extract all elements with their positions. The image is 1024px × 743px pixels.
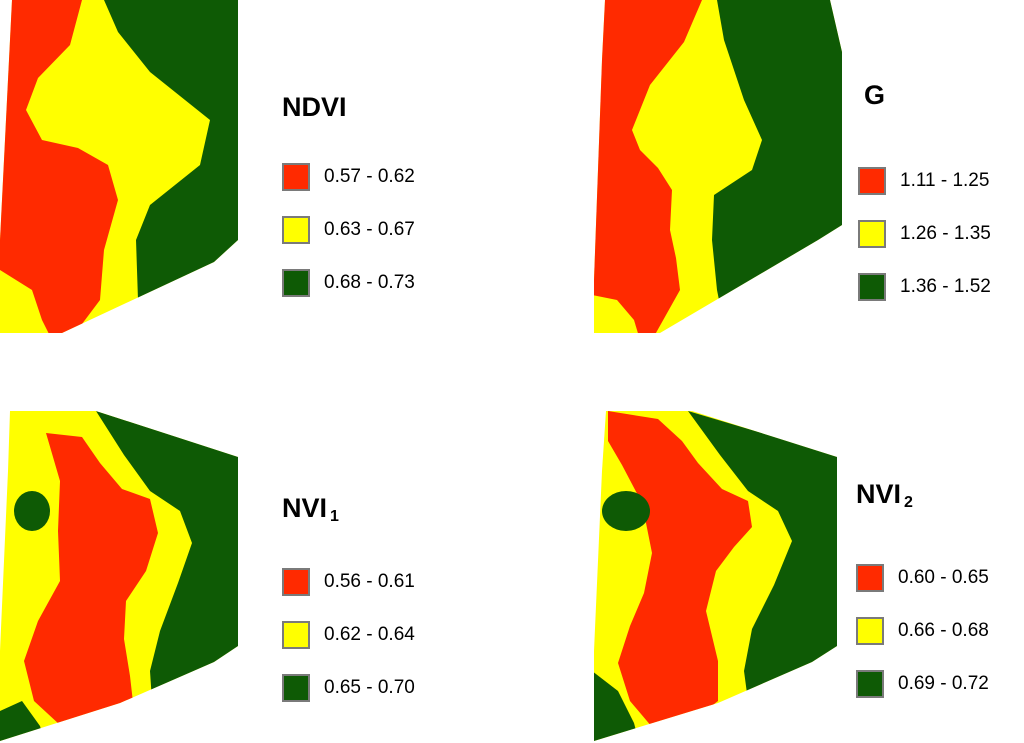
map-ndvi — [0, 0, 238, 333]
legend-item: 0.57 - 0.62 — [282, 162, 415, 192]
zone-high-island — [14, 491, 50, 531]
panel-g: G 1.11 - 1.25 1.26 - 1.35 1.36 - 1.52 — [512, 0, 1024, 371]
legend-range: 1.26 - 1.35 — [900, 223, 991, 244]
swatch-red — [282, 163, 310, 191]
zone-high-island — [602, 491, 650, 531]
legend-nvi2: 0.60 - 0.65 0.66 - 0.68 0.69 - 0.72 — [856, 563, 989, 722]
swatch-yellow — [856, 617, 884, 645]
swatch-red — [858, 167, 886, 195]
legend-item: 0.69 - 0.72 — [856, 669, 989, 699]
swatch-yellow — [282, 216, 310, 244]
legend-item: 0.68 - 0.73 — [282, 268, 415, 298]
panel-nvi2: NVI 2 0.60 - 0.65 0.66 - 0.68 0.69 - 0.72 — [512, 371, 1024, 742]
legend-item: 0.65 - 0.70 — [282, 673, 415, 703]
legend-range: 0.56 - 0.61 — [324, 571, 415, 592]
legend-range: 0.66 - 0.68 — [898, 620, 989, 641]
legend-range: 0.62 - 0.64 — [324, 624, 415, 645]
legend-item: 0.63 - 0.67 — [282, 215, 415, 245]
legend-range: 1.36 - 1.52 — [900, 276, 991, 297]
zone-mid-corner — [594, 295, 640, 333]
swatch-green — [282, 269, 310, 297]
legend-item: 0.62 - 0.64 — [282, 620, 415, 650]
legend-range: 0.65 - 0.70 — [324, 677, 415, 698]
zone-high — [688, 411, 837, 741]
map-nvi1 — [0, 411, 238, 741]
legend-range: 0.69 - 0.72 — [898, 673, 989, 694]
legend-range: 0.60 - 0.65 — [898, 567, 989, 588]
legend-item: 0.60 - 0.65 — [856, 563, 989, 593]
zone-low — [24, 433, 158, 725]
zone-mid-corner — [0, 270, 52, 333]
legend-item: 1.26 - 1.35 — [858, 219, 991, 249]
legend-range: 0.63 - 0.67 — [324, 219, 415, 240]
legend-title-nvi1: NVI 1 — [282, 493, 339, 525]
legend-nvi1: 0.56 - 0.61 0.62 - 0.64 0.65 - 0.70 — [282, 567, 415, 726]
zone-high — [96, 411, 238, 741]
map-g — [594, 0, 842, 333]
legend-title-g: G — [864, 80, 886, 110]
zone-high-corner — [594, 671, 640, 741]
legend-item: 1.11 - 1.25 — [858, 166, 991, 196]
legend-item: 0.56 - 0.61 — [282, 567, 415, 597]
zone-high — [104, 0, 238, 333]
zone-low — [608, 411, 752, 727]
legend-title-ndvi: NDVI — [282, 92, 347, 122]
panel-ndvi: NDVI 0.57 - 0.62 0.63 - 0.67 0.68 - 0.73 — [0, 0, 512, 371]
panel-nvi1: NVI 1 0.56 - 0.61 0.62 - 0.64 0.65 - 0.70 — [0, 371, 512, 742]
swatch-yellow — [282, 621, 310, 649]
legend-range: 0.68 - 0.73 — [324, 272, 415, 293]
legend-range: 1.11 - 1.25 — [900, 170, 990, 191]
zone-low — [594, 0, 702, 333]
swatch-red — [856, 564, 884, 592]
legend-range: 0.57 - 0.62 — [324, 166, 415, 187]
legend-ndvi: 0.57 - 0.62 0.63 - 0.67 0.68 - 0.73 — [282, 162, 415, 321]
swatch-yellow — [858, 220, 886, 248]
swatch-green — [856, 670, 884, 698]
swatch-green — [282, 674, 310, 702]
legend-g: 1.11 - 1.25 1.26 - 1.35 1.36 - 1.52 — [858, 166, 991, 325]
legend-item: 1.36 - 1.52 — [858, 272, 991, 302]
swatch-green — [858, 273, 886, 301]
legend-item: 0.66 - 0.68 — [856, 616, 989, 646]
map-nvi2 — [594, 411, 837, 741]
legend-title-nvi2: NVI 2 — [856, 479, 913, 511]
zone-low — [0, 0, 118, 333]
swatch-red — [282, 568, 310, 596]
